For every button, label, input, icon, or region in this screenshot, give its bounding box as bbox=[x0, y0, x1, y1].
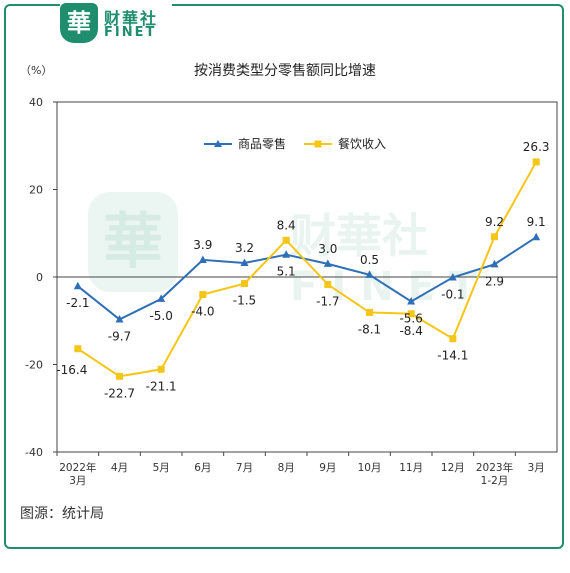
data-label: 3.9 bbox=[193, 238, 212, 252]
x-tick-label: 6月 bbox=[194, 462, 211, 474]
legend-label: 商品零售 bbox=[238, 136, 286, 151]
data-point-square bbox=[324, 280, 332, 288]
data-label: 9.2 bbox=[485, 215, 504, 229]
data-label: -16.4 bbox=[56, 363, 87, 377]
data-point-square bbox=[491, 233, 498, 241]
data-label: -2.1 bbox=[66, 296, 89, 310]
brand-name: 财華社 bbox=[104, 9, 159, 28]
data-label: -21.1 bbox=[146, 379, 177, 393]
data-label: -0.1 bbox=[441, 287, 464, 301]
x-tick-label: 3月 bbox=[69, 475, 86, 487]
y-tick-label: 40 bbox=[29, 96, 43, 109]
x-tick-label: 7月 bbox=[236, 462, 253, 474]
data-label: -1.5 bbox=[233, 294, 256, 308]
data-point-square bbox=[449, 335, 457, 343]
y-tick-label: -40 bbox=[25, 446, 43, 459]
brand-logo: 華 财華社 FINET bbox=[60, 3, 172, 43]
chart-title: 按消费类型分零售额同比增速 bbox=[194, 63, 376, 79]
y-axis-unit: （%） bbox=[20, 64, 52, 77]
data-point-triangle bbox=[365, 270, 374, 278]
data-label: -8.4 bbox=[399, 324, 422, 338]
x-tick-label: 12月 bbox=[441, 462, 465, 474]
legend: 商品零售 餐饮收入 bbox=[204, 136, 386, 151]
x-tick-label: 8月 bbox=[278, 462, 295, 474]
data-label: -1.7 bbox=[316, 294, 339, 308]
data-label: 0.5 bbox=[360, 253, 379, 267]
legend-marker-square bbox=[314, 140, 322, 148]
series-layer bbox=[73, 158, 541, 380]
brand-name-en: FINET bbox=[104, 25, 157, 40]
data-label: -8.1 bbox=[358, 322, 381, 336]
data-label: -9.7 bbox=[108, 329, 131, 343]
y-tick-label: 20 bbox=[29, 184, 43, 197]
y-tick-label: -20 bbox=[25, 359, 43, 372]
y-tick-label: 0 bbox=[36, 271, 43, 284]
x-tick-label: 10月 bbox=[358, 462, 382, 474]
data-point-triangle bbox=[490, 259, 499, 268]
data-point-triangle bbox=[323, 259, 332, 267]
data-label: -5.0 bbox=[149, 309, 172, 323]
watermark: 華 财華社 FINET bbox=[88, 192, 490, 310]
data-point-triangle bbox=[407, 297, 416, 305]
x-tick-label: 5月 bbox=[153, 462, 170, 474]
data-point-square bbox=[407, 310, 415, 318]
x-tick-label: 2023年 bbox=[476, 461, 513, 474]
chart-frame bbox=[4, 4, 564, 549]
x-tick-label: 2022年 bbox=[59, 461, 96, 474]
data-label: 26.3 bbox=[523, 140, 550, 154]
brand-badge: 華 bbox=[60, 3, 98, 43]
data-point-triangle bbox=[240, 258, 249, 266]
watermark-name-en: FINET bbox=[290, 264, 490, 310]
data-label: -5.6 bbox=[399, 312, 422, 326]
series-line bbox=[77, 161, 538, 378]
watermark-name: 财華社 bbox=[290, 209, 428, 263]
data-point-square bbox=[157, 365, 165, 373]
series-line bbox=[77, 236, 537, 321]
data-label: 9.1 bbox=[527, 215, 546, 229]
data-label: 3.0 bbox=[318, 242, 337, 256]
data-label: 5.1 bbox=[277, 265, 296, 279]
data-point-square bbox=[116, 372, 123, 380]
data-labels: -2.1 -9.7 -5.0 3.9 3.2 5.1 3.0 0.5 -5.6 -0.1 2.9 9.… bbox=[56, 140, 549, 400]
x-tick-label: 4月 bbox=[111, 462, 128, 474]
x-tick-label: 3月 bbox=[528, 462, 545, 474]
data-label: 8.4 bbox=[277, 218, 296, 232]
data-label: -14.1 bbox=[437, 349, 468, 363]
data-point-triangle bbox=[73, 281, 82, 290]
data-point-triangle bbox=[198, 255, 207, 263]
data-point-square bbox=[74, 345, 82, 353]
legend-marker-triangle bbox=[214, 140, 222, 147]
data-label: -4.0 bbox=[191, 305, 214, 319]
data-point-square bbox=[241, 280, 248, 288]
watermark-badge: 華 bbox=[103, 207, 163, 277]
x-tick-label: 11月 bbox=[399, 462, 423, 474]
data-point-square bbox=[199, 291, 207, 298]
data-point-square bbox=[282, 236, 290, 244]
data-point-triangle bbox=[448, 272, 457, 281]
data-point-square bbox=[532, 158, 540, 166]
data-point-triangle bbox=[157, 294, 166, 302]
data-point-square bbox=[366, 308, 373, 316]
x-tick-label: 1-2月 bbox=[481, 475, 509, 487]
data-point-triangle bbox=[115, 314, 124, 323]
data-point-triangle bbox=[532, 232, 541, 241]
data-label: 2.9 bbox=[485, 274, 504, 288]
legend-label: 餐饮收入 bbox=[338, 136, 386, 151]
data-label: -22.7 bbox=[104, 386, 135, 400]
x-tick-label: 9月 bbox=[319, 462, 336, 474]
source-note: 图源：统计局 bbox=[20, 506, 104, 522]
data-point-triangle bbox=[282, 250, 291, 258]
data-label: 3.2 bbox=[235, 241, 254, 255]
